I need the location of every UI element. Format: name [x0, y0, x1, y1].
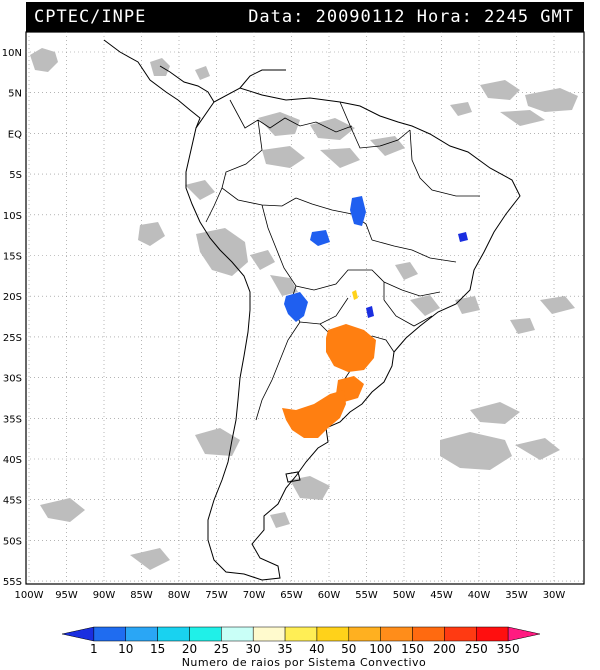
- lat-label: EQ: [8, 129, 22, 140]
- lon-label: 35W: [505, 590, 528, 601]
- date-time-label: Data: 20090112 Hora: 2245 GMT: [248, 7, 574, 27]
- legend-value: 25: [214, 642, 229, 656]
- legend-value: 15: [150, 642, 165, 656]
- central-america-coastline: [103, 39, 286, 129]
- lat-label: 25S: [3, 333, 22, 344]
- legend-swatch: [221, 626, 254, 642]
- legend-swatch: [507, 626, 541, 642]
- lon-label: 90W: [93, 590, 116, 601]
- lon-label: 30W: [543, 590, 566, 601]
- lon-label: 65W: [280, 590, 303, 601]
- title-bar: CPTEC/INPE Data: 20090112 Hora: 2245 GMT: [26, 2, 584, 32]
- agency-label: CPTEC/INPE: [34, 7, 147, 27]
- longitude-labels: 100W 95W 90W 85W 80W 75W 70W 65W 60W 55W 50W 45W 40W…: [15, 590, 566, 601]
- lat-label: 55S: [3, 577, 22, 588]
- legend-swatch: [316, 626, 350, 642]
- legend-value: 50: [341, 642, 356, 656]
- lon-label: 70W: [243, 590, 266, 601]
- legend-value: 10: [118, 642, 133, 656]
- legend-swatch: [157, 626, 190, 642]
- color-legend: 1 10 15 20 25 30 35 40 50 100 150 200 250 350: [61, 626, 541, 656]
- legend-swatch: [348, 626, 381, 642]
- legend-swatch: [252, 626, 286, 642]
- legend-value: 200: [433, 642, 456, 656]
- legend-swatch: [476, 626, 509, 642]
- legend-value: 150: [401, 642, 424, 656]
- legend-swatch: [380, 626, 413, 642]
- lon-label: 40W: [468, 590, 491, 601]
- legend-swatch: [125, 626, 158, 642]
- legend-swatch: [189, 626, 222, 642]
- south-america-coastline: [185, 87, 521, 581]
- lat-label: 15S: [3, 252, 22, 263]
- lat-label: 45S: [3, 496, 22, 507]
- falklands-outline: [285, 471, 301, 483]
- lon-label: 85W: [130, 590, 153, 601]
- lon-label: 55W: [355, 590, 378, 601]
- lon-label: 80W: [168, 590, 191, 601]
- lon-label: 75W: [205, 590, 228, 601]
- legend-value: 35: [277, 642, 292, 656]
- legend-value: 20: [182, 642, 197, 656]
- lon-label: 95W: [55, 590, 78, 601]
- lat-label: 10S: [3, 211, 22, 222]
- legend-value: 30: [246, 642, 261, 656]
- latitude-labels: 10N 5N EQ 5S 10S 15S 20S 25S 30S 35S 40S 45S 50S 55S: [2, 48, 22, 588]
- legend-value: 350: [497, 642, 520, 656]
- lat-label: 50S: [3, 536, 22, 547]
- legend-swatch: [284, 626, 318, 642]
- legend-caption: Numero de raios por Sistema Convectivo: [182, 656, 427, 669]
- lat-label: 40S: [3, 455, 22, 466]
- lat-label: 20S: [3, 292, 22, 303]
- legend-swatch: [444, 626, 477, 642]
- legend-swatch: [93, 626, 126, 642]
- lat-label: 5N: [8, 89, 22, 100]
- lon-label: 60W: [318, 590, 341, 601]
- legend-value: 250: [465, 642, 488, 656]
- lat-label: 5S: [9, 170, 22, 181]
- legend-swatch: [412, 626, 445, 642]
- lon-label: 100W: [15, 590, 44, 601]
- lat-label: 10N: [2, 48, 22, 59]
- legend-value: 1: [90, 642, 98, 656]
- convective-systems: [282, 196, 468, 438]
- cloud-cover: [30, 48, 578, 570]
- lat-label: 30S: [3, 374, 22, 385]
- lat-label: 35S: [3, 414, 22, 425]
- legend-value: 40: [309, 642, 324, 656]
- lon-label: 50W: [393, 590, 416, 601]
- lon-label: 45W: [430, 590, 453, 601]
- legend-swatch: [61, 626, 95, 642]
- legend-value: 100: [369, 642, 392, 656]
